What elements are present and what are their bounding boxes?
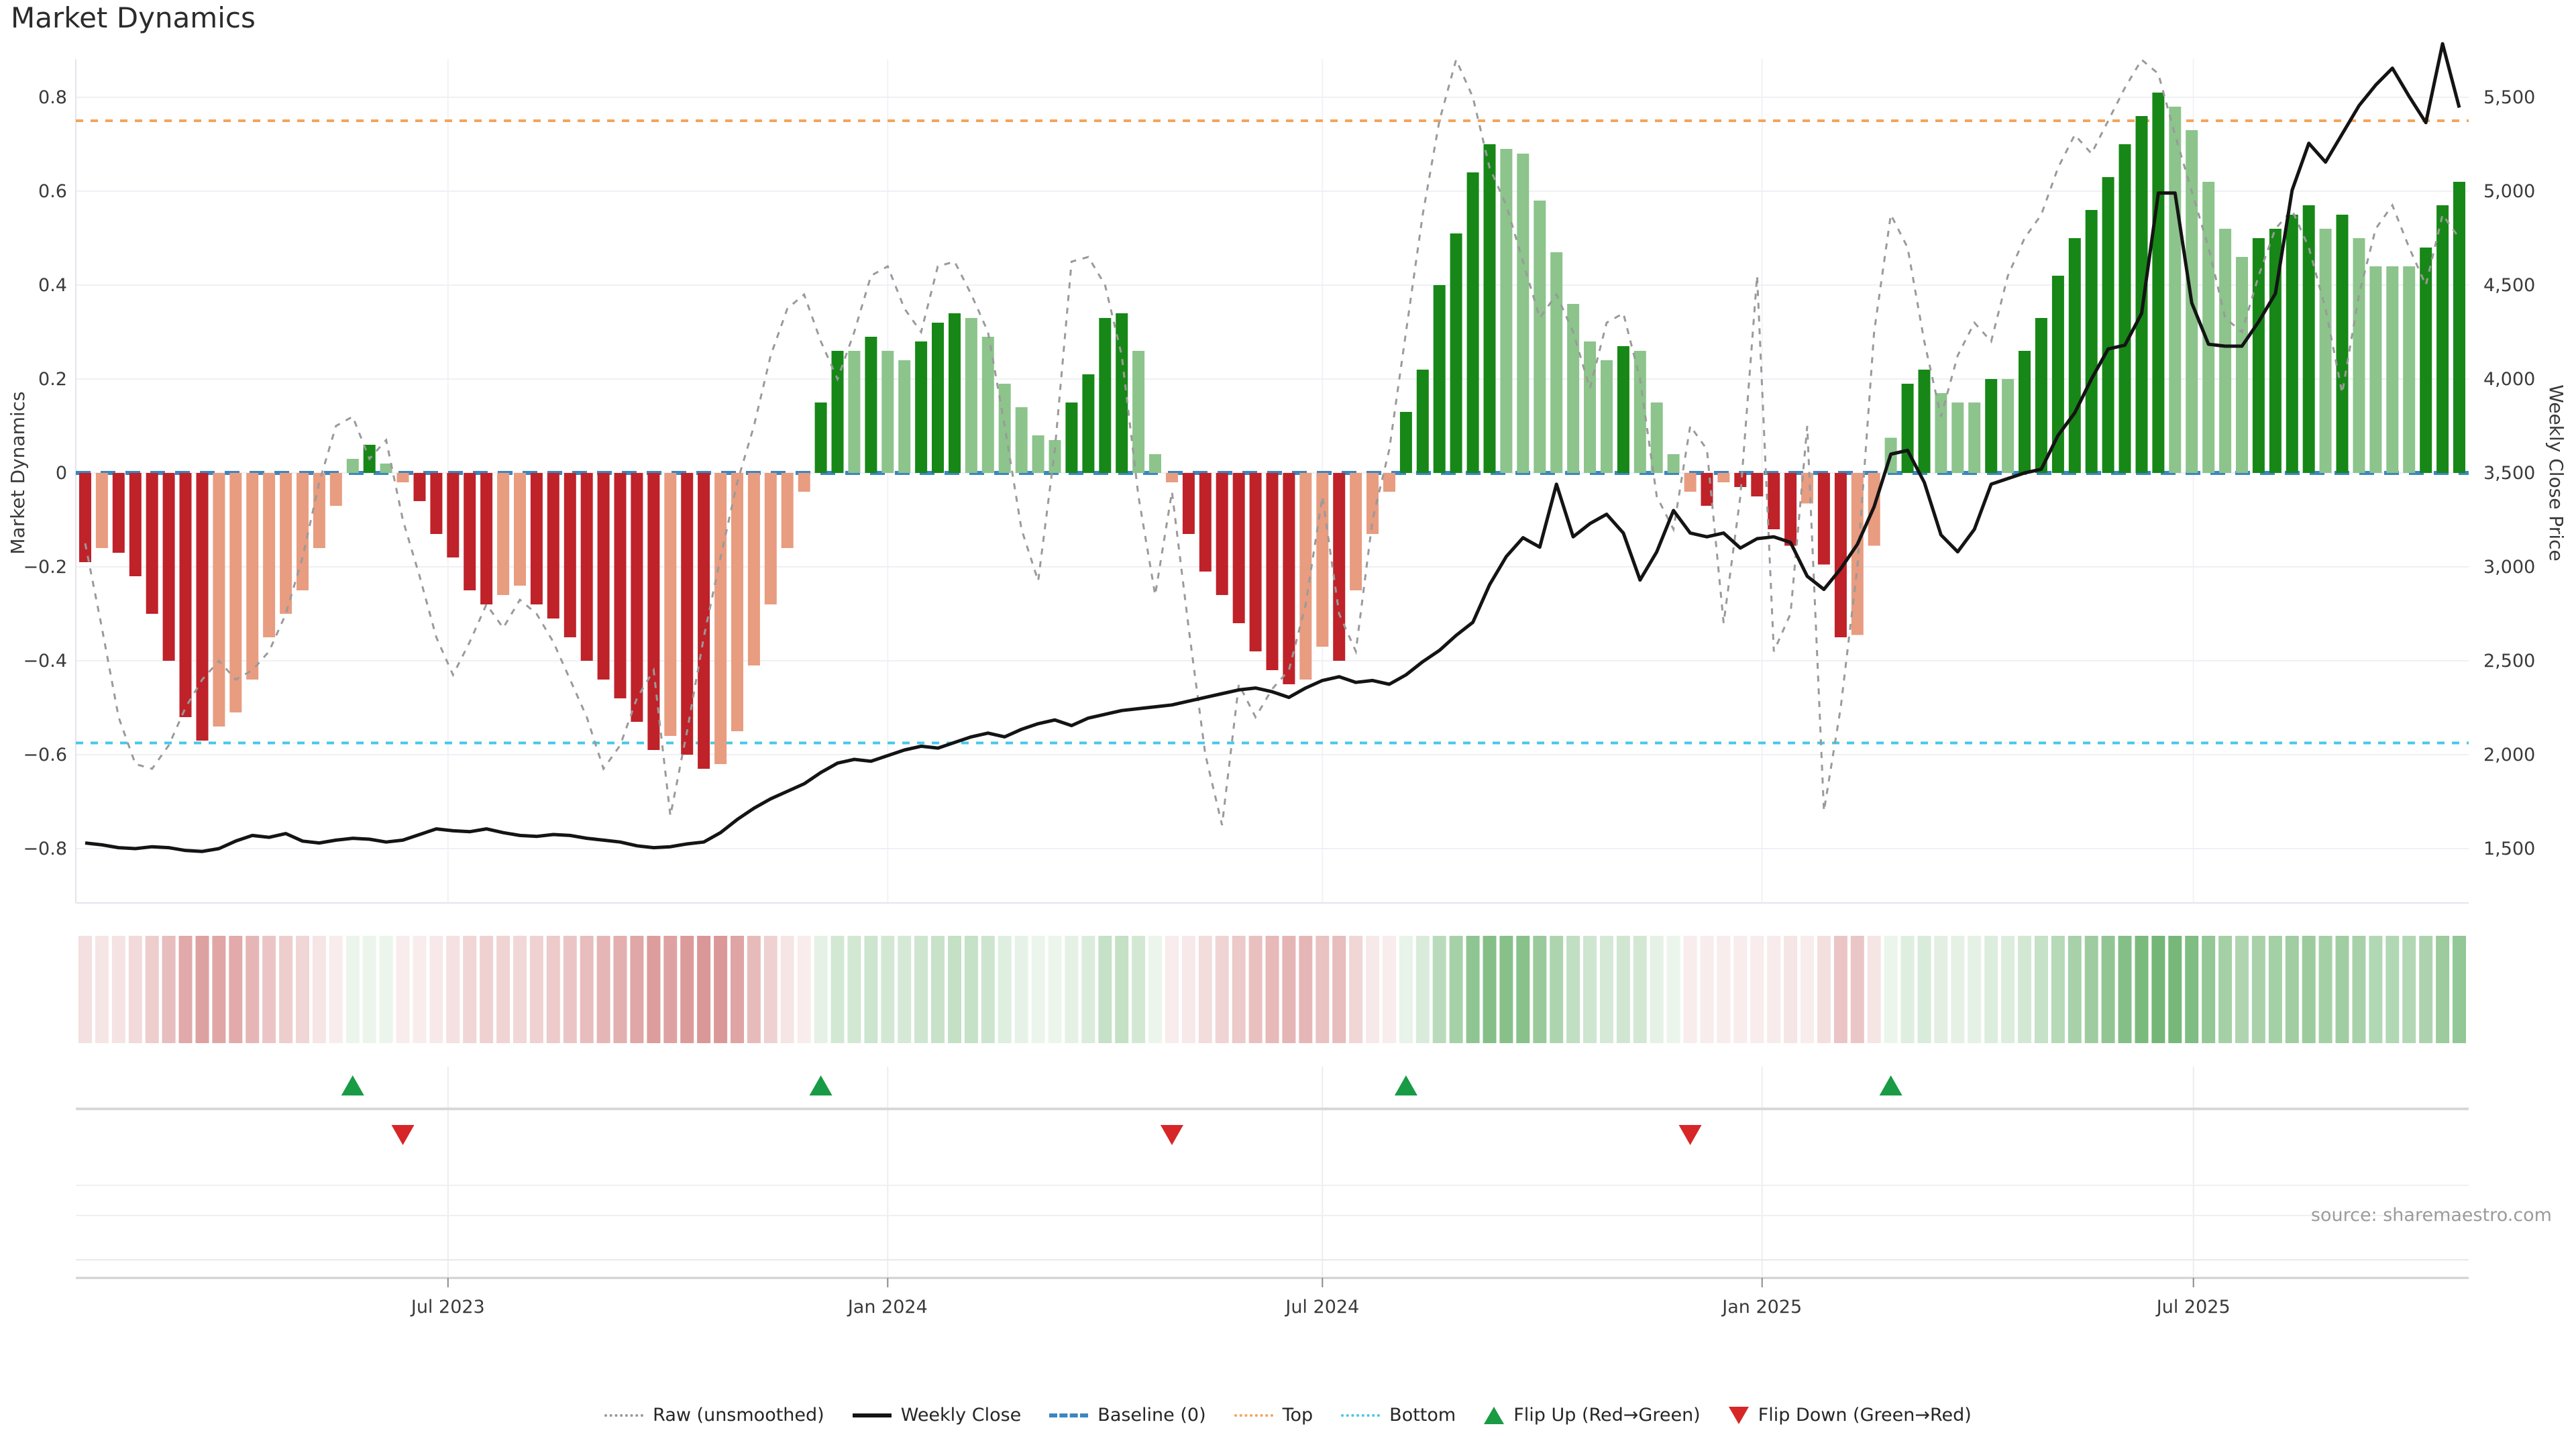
x-tick-label: Jan 2025 bbox=[1721, 1297, 1802, 1318]
legend-item: Baseline (0) bbox=[1049, 1405, 1206, 1426]
legend-item: Flip Down (Green→Red) bbox=[1728, 1405, 1972, 1426]
legend-solid-line-swatch bbox=[852, 1413, 892, 1417]
chart-legend: Raw (unsmoothed) Weekly Close Baseline (0)… bbox=[0, 1405, 2576, 1426]
legend-label: Flip Up (Red→Green) bbox=[1513, 1405, 1701, 1426]
x-tick-label: Jan 2024 bbox=[847, 1297, 928, 1318]
legend-item: Raw (unsmoothed) bbox=[604, 1405, 824, 1426]
legend-label: Top bbox=[1282, 1405, 1313, 1426]
x-tick-label: Jul 2024 bbox=[1284, 1297, 1359, 1318]
flip-down-marker bbox=[1678, 1125, 1702, 1145]
legend-dotted-line-swatch bbox=[1234, 1413, 1273, 1417]
legend-dotted-line-swatch bbox=[604, 1413, 644, 1417]
legend-flip-down-icon bbox=[1728, 1406, 1749, 1424]
left-tick-label: −0.6 bbox=[23, 745, 67, 765]
right-tick-label: 3,000 bbox=[2483, 557, 2535, 578]
x-tick-label: Jul 2025 bbox=[2155, 1297, 2231, 1318]
left-tick-label: 0 bbox=[56, 463, 67, 484]
left-tick-label: −0.8 bbox=[23, 839, 67, 859]
left-tick-label: 0.4 bbox=[38, 275, 67, 296]
legend-dashed-line-swatch bbox=[1049, 1413, 1089, 1417]
right-tick-label: 5,000 bbox=[2483, 181, 2535, 202]
flip-up-marker bbox=[1394, 1075, 1417, 1095]
right-tick-label: 2,500 bbox=[2483, 651, 2535, 672]
legend-label: Weekly Close bbox=[900, 1405, 1022, 1426]
legend-item: Top bbox=[1234, 1405, 1313, 1426]
legend-dotted-line-swatch bbox=[1341, 1413, 1381, 1417]
left-tick-label: 0.2 bbox=[38, 369, 67, 390]
right-tick-label: 5,500 bbox=[2483, 87, 2535, 108]
flip-down-marker bbox=[1160, 1125, 1183, 1145]
right-tick-label: 3,500 bbox=[2483, 463, 2535, 484]
legend-flip-up-icon bbox=[1484, 1406, 1505, 1424]
left-tick-label: −0.2 bbox=[23, 557, 67, 578]
left-tick-label: −0.4 bbox=[23, 651, 67, 672]
right-axis-title: Weekly Close Price bbox=[2545, 384, 2567, 561]
legend-item: Weekly Close bbox=[852, 1405, 1022, 1426]
x-tick-label: Jul 2023 bbox=[410, 1297, 485, 1318]
flip-up-marker bbox=[341, 1075, 364, 1095]
page-title: Market Dynamics bbox=[11, 1, 256, 34]
legend-label: Raw (unsmoothed) bbox=[653, 1405, 824, 1426]
legend-label: Baseline (0) bbox=[1097, 1405, 1206, 1426]
left-tick-label: 0.8 bbox=[38, 87, 67, 108]
legend-label: Bottom bbox=[1389, 1405, 1456, 1426]
left-tick-label: 0.6 bbox=[38, 181, 67, 202]
legend-item: Flip Up (Red→Green) bbox=[1484, 1405, 1701, 1426]
legend-label: Flip Down (Green→Red) bbox=[1758, 1405, 1972, 1426]
flip-up-marker bbox=[1879, 1075, 1902, 1095]
flip-up-marker bbox=[809, 1075, 833, 1095]
flip-down-marker bbox=[391, 1125, 415, 1145]
right-tick-label: 2,000 bbox=[2483, 745, 2535, 765]
source-attribution: source: sharemaestro.com bbox=[2310, 1205, 2552, 1226]
right-tick-label: 4,000 bbox=[2483, 369, 2535, 390]
legend-item: Bottom bbox=[1341, 1405, 1456, 1426]
right-tick-label: 1,500 bbox=[2483, 839, 2535, 859]
right-tick-label: 4,500 bbox=[2483, 275, 2535, 296]
